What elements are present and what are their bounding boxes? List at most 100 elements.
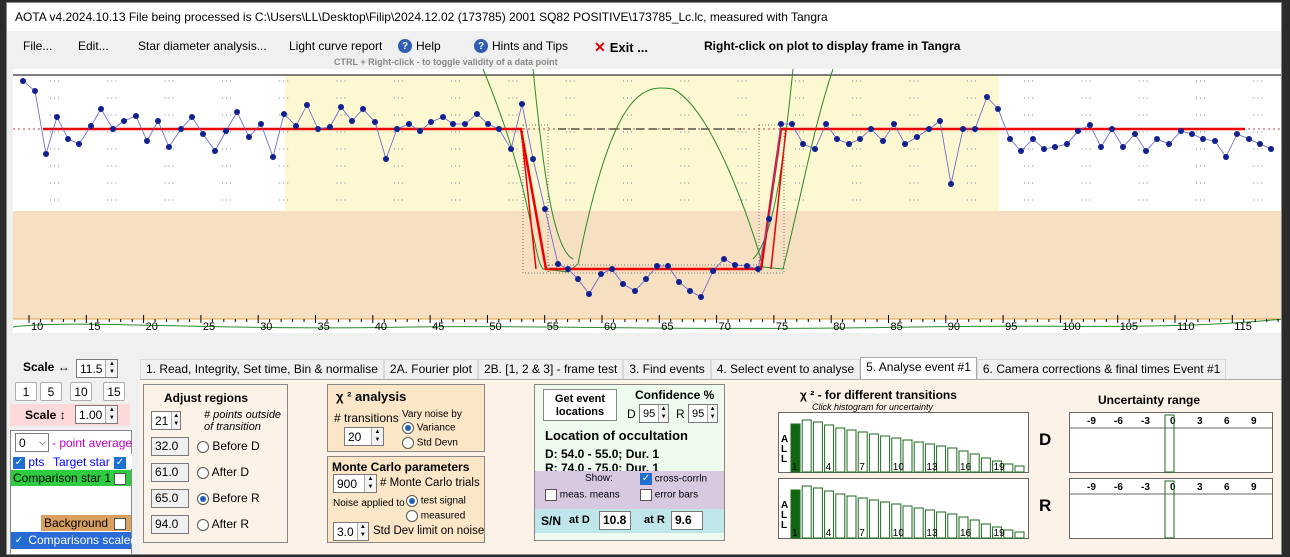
- axis-tick-label: 15: [88, 321, 100, 333]
- variance-radio[interactable]: Variance: [402, 422, 456, 434]
- scale-v-spinner[interactable]: 1.00 ▲ ▼: [75, 405, 119, 424]
- spin-arrows[interactable]: ▲ ▼: [658, 405, 668, 422]
- scale-v-value: 1.00: [79, 407, 103, 422]
- light-curve-plot[interactable]: 10 15 20 25 30 35 40 45 50 55 60 65 70 75 80 85 90 95 100 1…: [13, 69, 1282, 333]
- right-click-hint: Right-click on plot to display frame in …: [704, 39, 961, 53]
- histogram-bar: [913, 441, 924, 473]
- histogram-bar: [947, 513, 958, 539]
- data-point: [110, 126, 116, 132]
- spin-arrows[interactable]: ▲ ▼: [105, 406, 118, 423]
- chi-square-title: χ ² analysis: [336, 389, 407, 404]
- data-point: [246, 134, 252, 140]
- region-radio[interactable]: Before D: [197, 439, 260, 453]
- data-point: [406, 121, 412, 127]
- background-checkbox[interactable]: [114, 516, 126, 530]
- scale-button-5[interactable]: 5: [40, 382, 62, 401]
- scale-h-value: 11.5: [80, 361, 103, 376]
- menu-light-curve-report[interactable]: Light curve report: [289, 39, 383, 53]
- ctrl-click-hint: CTRL + Right-click - to toggle validity …: [334, 57, 558, 67]
- data-point: [440, 114, 446, 120]
- histogram-label: 4: [826, 462, 832, 473]
- axis-tick-label: 70: [719, 321, 731, 333]
- histogram-bar: [947, 447, 958, 473]
- axis-tick-label: 50: [489, 321, 501, 333]
- error-bars-checkbox[interactable]: error bars: [640, 489, 698, 501]
- transitions-value: 20: [348, 429, 362, 444]
- comparison-star-checkbox[interactable]: [114, 471, 126, 485]
- sn-at-d-value: 10.8: [599, 511, 631, 530]
- meas-means-checkbox[interactable]: meas. means: [545, 489, 620, 501]
- tab-find-events[interactable]: 3. Find events: [623, 359, 711, 379]
- data-point: [721, 256, 727, 262]
- menu-bar: File... Edit... Star diameter analysis..…: [7, 33, 1281, 69]
- point-average-select[interactable]: 0 ⌵: [15, 433, 49, 452]
- data-point: [1166, 141, 1172, 147]
- histogram-bar: [1014, 531, 1025, 539]
- uncertainty-tick: -6: [1114, 482, 1123, 493]
- confidence-r-spinner[interactable]: 95 ▲ ▼: [688, 404, 718, 423]
- menu-edit[interactable]: Edit...: [78, 39, 109, 53]
- menu-help[interactable]: ? Help: [398, 39, 441, 53]
- transitions-spinner[interactable]: 20 ▲ ▼: [344, 427, 384, 446]
- measured-radio[interactable]: measured: [406, 510, 465, 522]
- menu-exit[interactable]: ✕ Exit ...: [594, 39, 648, 56]
- scale-h-spinner[interactable]: 11.5 ▲ ▼: [76, 359, 119, 378]
- region-radio[interactable]: After D: [197, 465, 249, 479]
- histogram-bar: [824, 490, 835, 539]
- data-point: [555, 261, 561, 267]
- std-dev-spinner[interactable]: 3.0 ▲ ▼: [333, 522, 369, 541]
- comparisons-scaled-checkbox[interactable]: ✓ Comparisons scaled: [13, 533, 138, 547]
- menu-hints[interactable]: ? Hints and Tips: [474, 39, 568, 53]
- uncertainty-title: Uncertainty range: [1098, 393, 1201, 407]
- region-radio[interactable]: Before R: [197, 491, 260, 505]
- histogram-bar: [969, 453, 980, 473]
- data-point: [834, 136, 840, 142]
- tab-analyse-event[interactable]: 5. Analyse event #1: [860, 357, 977, 379]
- menu-star-diameter[interactable]: Star diameter analysis...: [138, 39, 267, 53]
- points-outside-spinner[interactable]: 21 ▲ ▼: [151, 411, 181, 430]
- region-value: 94.0: [151, 515, 189, 534]
- region-radio[interactable]: After R: [197, 517, 249, 531]
- histogram-bar: [812, 421, 823, 473]
- error-bars-label: error bars: [654, 489, 699, 501]
- r-location-text: R: 74.0 - 75.0; Dur. 1: [545, 461, 660, 471]
- tab-frame-test[interactable]: 2B. [1, 2 & 3] - frame test: [477, 359, 624, 379]
- data-point: [868, 126, 874, 132]
- data-point: [428, 119, 434, 125]
- data-point: [565, 266, 571, 272]
- event-location-group: Get event locations Confidence % D 95 ▲ ▼ …: [534, 384, 725, 541]
- spin-arrows[interactable]: ▲ ▼: [356, 523, 368, 540]
- test-signal-radio[interactable]: test signal: [406, 495, 466, 507]
- menu-file[interactable]: File...: [23, 39, 53, 53]
- confidence-d-spinner[interactable]: 95 ▲ ▼: [639, 404, 669, 423]
- target-star-checkbox[interactable]: ✓: [114, 456, 126, 469]
- scale-button-1[interactable]: 1: [15, 382, 37, 401]
- sn-at-r-value: 9.6: [671, 511, 703, 530]
- pts-checkbox[interactable]: ✓ pts: [13, 455, 45, 469]
- histogram-label: 1: [792, 462, 798, 473]
- get-event-locations-button[interactable]: Get event locations: [543, 389, 617, 421]
- tab-fourier[interactable]: 2A. Fourier plot: [383, 359, 478, 379]
- uncertainty-frame: [1069, 412, 1273, 473]
- light-curve-canvas[interactable]: 10 15 20 25 30 35 40 45 50 55 60 65 70 75 80 85 90 95 100 1…: [13, 69, 1282, 333]
- scale-button-15[interactable]: 15: [103, 382, 125, 401]
- spin-arrows[interactable]: ▲ ▼: [707, 405, 717, 422]
- spin-arrows[interactable]: ▲ ▼: [364, 475, 376, 492]
- data-point: [823, 121, 829, 127]
- spin-arrows[interactable]: ▲ ▼: [171, 412, 180, 429]
- show-panel: [535, 471, 724, 509]
- scale-button-10[interactable]: 10: [70, 382, 92, 401]
- cross-corr-checkbox[interactable]: ✓ cross-corrln: [640, 473, 708, 485]
- axis-tick-label: 60: [604, 321, 616, 333]
- tab-read[interactable]: 1. Read, Integrity, Set time, Bin & norm…: [140, 359, 384, 379]
- trials-spinner[interactable]: 900 ▲ ▼: [333, 474, 377, 493]
- spin-arrows[interactable]: ▲ ▼: [105, 360, 118, 377]
- tab-camera-corrections[interactable]: 6. Camera corrections & final times Even…: [976, 359, 1227, 379]
- tab-select-event[interactable]: 4. Select event to analyse: [710, 359, 861, 379]
- green-envelope: [532, 69, 794, 260]
- std-devn-radio[interactable]: Std Devn: [402, 437, 458, 449]
- all-letter: L: [781, 520, 787, 531]
- spin-arrows[interactable]: ▲ ▼: [371, 428, 383, 445]
